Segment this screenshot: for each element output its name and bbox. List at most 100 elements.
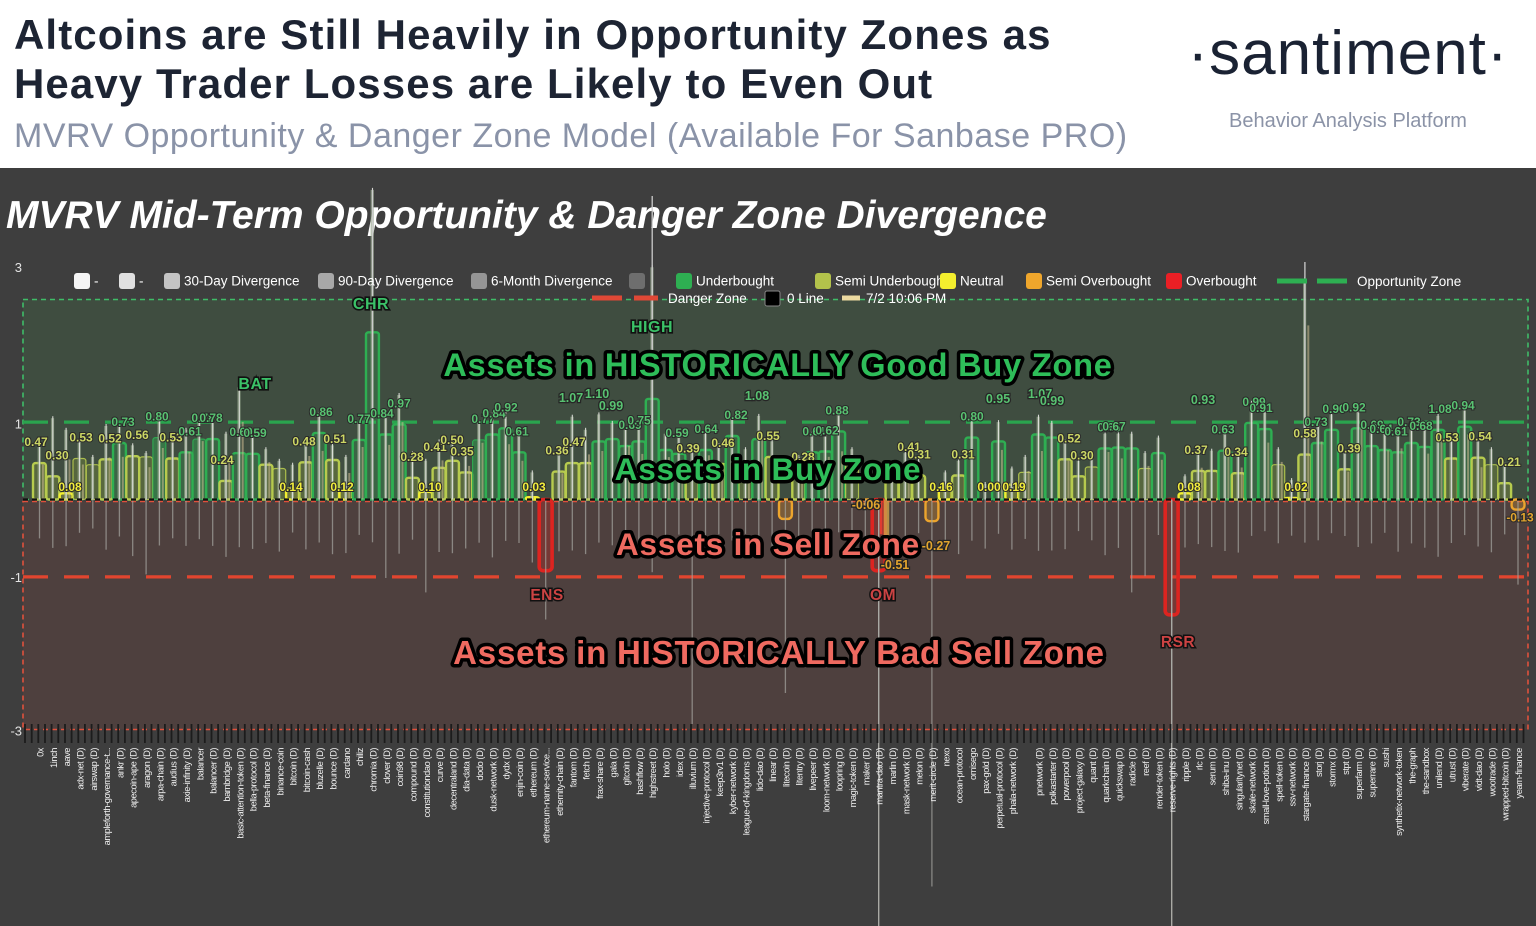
svg-text:0.80: 0.80	[145, 410, 169, 424]
svg-text:fetch (D): fetch (D)	[582, 748, 592, 780]
svg-text:MVRV Mid-Term Opportunity & Da: MVRV Mid-Term Opportunity & Danger Zone …	[6, 194, 1047, 237]
svg-text:beta-finance (D): beta-finance (D)	[262, 748, 272, 808]
svg-text:1.07: 1.07	[1028, 387, 1052, 401]
svg-text:stormx (D): stormx (D)	[1328, 748, 1338, 787]
svg-text:-0.27: -0.27	[922, 539, 951, 553]
svg-text:0.61: 0.61	[802, 424, 826, 438]
svg-text:ethereum-name-service...: ethereum-name-service...	[542, 748, 552, 843]
svg-text:injective-protocol (D): injective-protocol (D)	[702, 748, 712, 824]
svg-text:adx-net (D): adx-net (D)	[76, 748, 86, 790]
svg-text:0.54: 0.54	[1468, 430, 1492, 444]
svg-text:0.21: 0.21	[1497, 455, 1521, 469]
svg-text:marlin (D): marlin (D)	[888, 748, 898, 785]
svg-text:0.73: 0.73	[1304, 415, 1328, 429]
svg-text:fantom (D): fantom (D)	[568, 748, 578, 788]
svg-text:0.39: 0.39	[1337, 441, 1361, 455]
svg-text:-3: -3	[10, 724, 22, 739]
svg-text:0.46: 0.46	[711, 436, 735, 450]
svg-text:0.53: 0.53	[159, 431, 183, 445]
svg-text:the-graph: the-graph	[1408, 748, 1418, 784]
svg-text:0.91: 0.91	[1249, 401, 1273, 415]
svg-text:RSR: RSR	[1161, 634, 1195, 651]
svg-text:perpetual-protocol (D): perpetual-protocol (D)	[995, 748, 1005, 829]
svg-text:30-Day Divergence: 30-Day Divergence	[184, 274, 300, 289]
svg-text:keep3rv1 (D): keep3rv1 (D)	[715, 748, 725, 797]
svg-text:0.90: 0.90	[1322, 402, 1346, 416]
svg-text:Neutral: Neutral	[960, 274, 1004, 289]
svg-text:axie-infinity (D): axie-infinity (D)	[182, 748, 192, 803]
svg-text:balancer (D): balancer (D)	[209, 748, 219, 794]
svg-text:viberate (D): viberate (D)	[1461, 748, 1471, 792]
svg-text:0.08: 0.08	[58, 480, 82, 494]
svg-text:coin98 (D): coin98 (D)	[395, 748, 405, 787]
svg-text:bounce (D): bounce (D)	[329, 748, 339, 790]
svg-text:mask-network (D): mask-network (D)	[901, 748, 911, 815]
svg-text:0.84: 0.84	[370, 407, 394, 421]
svg-text:ssv-network (D): ssv-network (D)	[1288, 748, 1298, 807]
svg-text:0.62: 0.62	[815, 424, 839, 438]
svg-text:0.59: 0.59	[243, 426, 267, 440]
svg-text:0.99: 0.99	[1040, 394, 1064, 408]
svg-text:wrapped-bitcoin (D): wrapped-bitcoin (D)	[1501, 748, 1511, 822]
svg-text:balancer: balancer	[195, 748, 205, 780]
svg-text:1.08: 1.08	[745, 389, 769, 403]
svg-text:Semi Underbought: Semi Underbought	[835, 274, 948, 289]
svg-text:0.53: 0.53	[69, 431, 93, 445]
svg-text:arpa-chain (D): arpa-chain (D)	[155, 748, 165, 801]
svg-text:storj (D): storj (D)	[1314, 748, 1324, 777]
svg-text:wootrade (D): wootrade (D)	[1487, 748, 1497, 798]
svg-text:0.94: 0.94	[1451, 399, 1475, 413]
svg-text:3: 3	[15, 260, 22, 275]
svg-text:dydx (D): dydx (D)	[502, 748, 512, 780]
svg-text:loopring (D): loopring (D)	[835, 748, 845, 792]
svg-text:yearn-finance: yearn-finance	[1514, 748, 1524, 799]
svg-text:0.61: 0.61	[178, 424, 202, 438]
svg-text:powerpool (D): powerpool (D)	[1061, 748, 1071, 801]
svg-text:Assets in Buy Zone: Assets in Buy Zone	[615, 451, 922, 487]
svg-text:rlc (D): rlc (D)	[1194, 748, 1204, 771]
svg-text:litecoin (D): litecoin (D)	[781, 748, 791, 787]
svg-text:ripple (D): ripple (D)	[1181, 748, 1191, 782]
svg-text:Underbought: Underbought	[696, 274, 774, 289]
svg-text:0.12: 0.12	[330, 480, 354, 494]
svg-text:0.77: 0.77	[471, 412, 495, 426]
svg-text:frax-share (D): frax-share (D)	[595, 748, 605, 799]
svg-text:aave: aave	[62, 748, 72, 767]
svg-text:0.99: 0.99	[599, 399, 623, 413]
svg-text:0.31: 0.31	[907, 448, 931, 462]
svg-text:ENS: ENS	[530, 587, 563, 604]
svg-text:kyber-network (D): kyber-network (D)	[728, 748, 738, 815]
svg-text:pnetwork (D): pnetwork (D)	[1035, 748, 1045, 796]
svg-text:BAT: BAT	[238, 376, 271, 393]
svg-text:0.52: 0.52	[98, 431, 122, 445]
svg-text:0.30: 0.30	[1070, 448, 1094, 462]
svg-text:league-of-kingdoms (D): league-of-kingdoms (D)	[742, 748, 752, 836]
svg-text:lido-dao (D): lido-dao (D)	[755, 748, 765, 792]
svg-text:hashflow (D): hashflow (D)	[635, 748, 645, 795]
svg-text:0.64: 0.64	[1369, 422, 1393, 436]
svg-text:0.02: 0.02	[1284, 480, 1308, 494]
svg-text:loom-network (D): loom-network (D)	[821, 748, 831, 812]
svg-text:OM: OM	[870, 587, 896, 604]
svg-text:ampleforth-governance-t...: ampleforth-governance-t...	[102, 748, 112, 845]
svg-text:reef (D): reef (D)	[1141, 748, 1151, 776]
svg-text:melon (D): melon (D)	[915, 748, 925, 785]
svg-text:0.82: 0.82	[724, 408, 748, 422]
svg-text:dodo (D): dodo (D)	[475, 748, 485, 781]
svg-text:0.47: 0.47	[24, 435, 48, 449]
svg-text:Semi Overbought: Semi Overbought	[1046, 274, 1151, 289]
svg-text:0.10: 0.10	[418, 480, 442, 494]
svg-text:0.37: 0.37	[1184, 443, 1208, 457]
svg-text:0.68: 0.68	[1409, 419, 1433, 433]
svg-text:-0.06: -0.06	[852, 498, 881, 512]
svg-text:0.61: 0.61	[1384, 424, 1408, 438]
svg-text:7/2 10:06 PM: 7/2 10:06 PM	[866, 291, 946, 306]
svg-text:0.41: 0.41	[897, 440, 921, 454]
svg-text:0.56: 0.56	[125, 428, 149, 442]
svg-text:-0.51: -0.51	[881, 558, 910, 572]
svg-text:decentraland (D): decentraland (D)	[448, 748, 458, 810]
svg-text:mantra-dao (D): mantra-dao (D)	[875, 748, 885, 805]
svg-text:0.55: 0.55	[756, 429, 780, 443]
svg-text:0.34: 0.34	[1224, 445, 1248, 459]
svg-text:0.52: 0.52	[1057, 431, 1081, 445]
